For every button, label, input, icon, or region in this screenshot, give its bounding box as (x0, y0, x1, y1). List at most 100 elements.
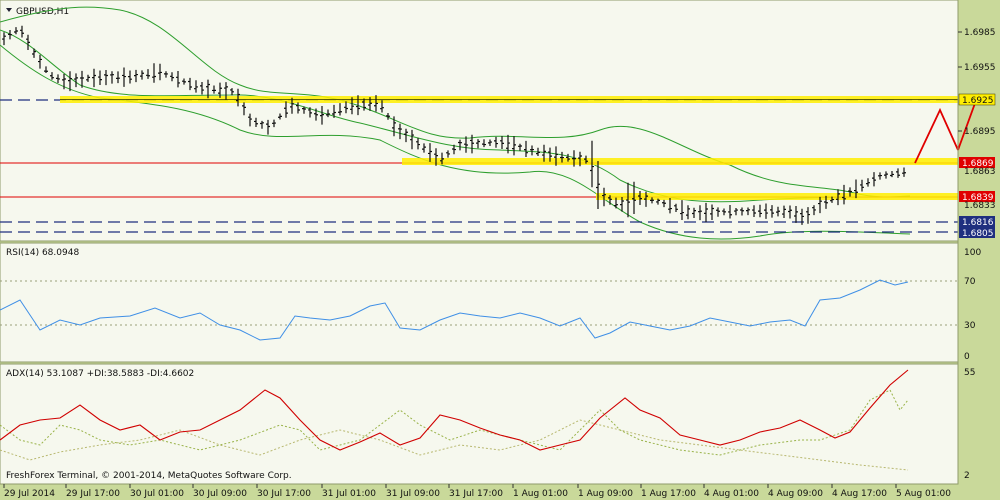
price-bar (8, 29, 12, 40)
price-tag-dash-1 (959, 216, 995, 227)
price-axis[interactable]: 1.6985 1.6955 1.6895 1.6925 1.6869 1.686… (957, 0, 996, 484)
time-label: 31 Jul 09:00 (386, 489, 440, 499)
price-bar (344, 101, 348, 114)
price-bar (428, 143, 432, 162)
price-bar (542, 144, 546, 162)
adx-panel[interactable] (0, 363, 959, 485)
price-bar (434, 148, 438, 166)
price-bar (536, 147, 540, 156)
price-bar (266, 119, 270, 135)
price-bar (590, 140, 594, 188)
price-bar (584, 155, 588, 164)
price-bar (176, 71, 180, 88)
price-bar (530, 145, 534, 156)
adx-level-label: 2 (964, 471, 970, 481)
price-bar (818, 196, 822, 214)
price-bar (566, 153, 570, 162)
price-bar (476, 139, 480, 149)
price-tag-upper (958, 93, 996, 106)
price-tag-upper-text: 1.6925 (962, 96, 994, 106)
price-bar (416, 137, 420, 150)
price-bar (26, 34, 30, 51)
price-bar (776, 206, 780, 217)
price-bars (2, 25, 906, 225)
price-bar (746, 207, 750, 216)
price-bar (14, 27, 18, 35)
price-bar (728, 205, 732, 219)
price-bar (866, 178, 870, 187)
price-bar (68, 71, 72, 92)
price-bar (824, 195, 828, 209)
price-bar (362, 98, 366, 111)
rsi-level-label: 30 (964, 321, 976, 331)
price-bar (740, 207, 744, 216)
price-bar (764, 203, 768, 219)
price-bar (470, 134, 474, 154)
price-bar (860, 179, 864, 192)
price-bar (788, 205, 792, 219)
price-bar (380, 100, 384, 113)
price-bar (386, 112, 390, 120)
price-bar (674, 203, 678, 213)
price-bar (98, 70, 102, 85)
price-bar (146, 69, 150, 79)
price-bar (38, 54, 42, 69)
price-bar (806, 207, 810, 224)
price-bar (704, 202, 708, 223)
copyright-text: FreshForex Terminal, © 2001-2014, MetaQu… (6, 471, 292, 481)
price-bar (332, 104, 336, 118)
price-bar (308, 107, 312, 118)
price-bar (446, 150, 450, 158)
price-bar (50, 72, 54, 80)
time-axis[interactable]: 29 Jul 2014 29 Jul 17:00 30 Jul 01:00 30 Ju… (3, 484, 951, 499)
price-bar (878, 172, 882, 180)
rsi-line (0, 279, 909, 341)
main-chart-panel[interactable] (0, 0, 959, 242)
price-bar (494, 136, 498, 148)
price-bar (278, 113, 282, 120)
price-bar (74, 73, 78, 88)
price-bar (524, 140, 528, 158)
price-bar (854, 179, 858, 199)
price-under-red-2: 1.6833 (964, 201, 996, 211)
price-bar (578, 151, 582, 167)
price-bar (686, 205, 690, 220)
price-bar (374, 95, 378, 112)
price-bar (182, 78, 186, 85)
price-tag-dash-2 (959, 227, 995, 238)
price-bar (872, 172, 876, 187)
price-bar (608, 195, 612, 205)
price-bar (404, 128, 408, 143)
price-bar (680, 200, 684, 221)
rsi-level-label: 100 (964, 248, 981, 258)
price-bar (770, 205, 774, 218)
price-bar (758, 204, 762, 218)
time-label: 31 Jul 17:00 (449, 489, 503, 499)
price-bar (314, 108, 318, 121)
price-bar (488, 139, 492, 146)
price-bar (140, 70, 144, 80)
time-label: 5 Aug 01:00 (896, 489, 951, 499)
time-label: 30 Jul 17:00 (257, 489, 311, 499)
time-label: 4 Aug 09:00 (768, 489, 823, 499)
price-bar (200, 81, 204, 95)
rsi-level-label: 70 (964, 277, 976, 287)
di-plus-line (0, 389, 909, 456)
price-bar (848, 187, 852, 197)
price-bar (134, 69, 138, 83)
price-bar (194, 80, 198, 93)
price-bar (734, 207, 738, 216)
rsi-panel[interactable] (0, 242, 959, 363)
price-tag-red-2 (959, 191, 995, 202)
rsi-label: RSI(14) 68.0948 (6, 248, 79, 258)
symbol-dropdown-icon[interactable] (6, 8, 12, 12)
price-bar (56, 74, 60, 84)
price-bar (152, 63, 156, 83)
price-bar (158, 63, 162, 81)
price-bar (896, 168, 900, 178)
adx-level-label: 55 (964, 368, 975, 378)
price-bar (560, 151, 564, 163)
time-label: 30 Jul 01:00 (130, 489, 184, 499)
price-tag-red-1 (959, 157, 995, 168)
